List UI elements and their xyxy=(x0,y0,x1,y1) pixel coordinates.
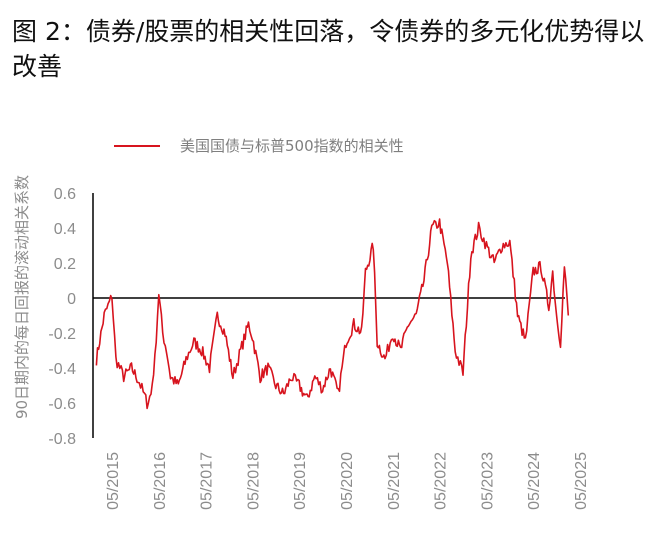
x-tick-label: 05/2016 xyxy=(152,452,169,510)
y-tick-label: -0.8 xyxy=(48,431,76,448)
legend: 美国国债与标普500指数的相关性 xyxy=(114,137,404,155)
y-tick-label: -0.2 xyxy=(48,326,76,343)
x-tick-label: 05/2020 xyxy=(339,452,356,510)
x-tick-label: 05/2015 xyxy=(105,452,122,510)
y-tick-labels: 0.6 0.4 0.2 0 -0.2 -0.4 -0.6 -0.8 xyxy=(48,186,76,448)
y-axis-label: 90日期内的每日回报的滚动相关系数 xyxy=(13,175,31,419)
y-tick-label: 0.2 xyxy=(54,256,76,273)
x-tick-label: 05/2018 xyxy=(245,452,262,510)
series-line xyxy=(95,218,570,410)
x-tick-label: 05/2023 xyxy=(479,452,496,510)
y-tick-label: -0.4 xyxy=(48,361,76,378)
y-tick-label: 0 xyxy=(67,291,76,308)
y-tick-label: 0.4 xyxy=(54,221,76,238)
y-tick-label: 0.6 xyxy=(54,186,76,203)
x-tick-label: 05/2021 xyxy=(386,452,403,510)
x-tick-label: 05/2022 xyxy=(433,452,450,510)
x-tick-label: 05/2019 xyxy=(292,452,309,510)
x-tick-labels: 05/2015 05/2016 05/2017 05/2018 05/2019 05/20… xyxy=(105,452,590,510)
x-tick-label: 05/2024 xyxy=(526,452,543,510)
legend-label: 美国国债与标普500指数的相关性 xyxy=(180,137,404,155)
x-tick-label: 05/2017 xyxy=(199,452,216,510)
y-tick-label: -0.6 xyxy=(48,396,76,413)
chart-title: 图 2：债券/股票的相关性回落，令债券的多元化优势得以改善 xyxy=(12,17,645,81)
x-tick-label: 05/2025 xyxy=(573,452,590,510)
